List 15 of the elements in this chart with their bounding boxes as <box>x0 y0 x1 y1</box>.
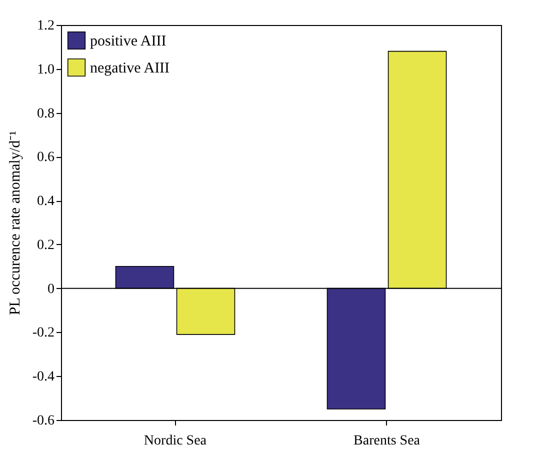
y-tick-label: 0.4 <box>37 194 54 210</box>
legend-label: positive AIII <box>90 34 166 50</box>
x-tick-label: Nordic Sea <box>144 434 208 448</box>
y-tick-label: -0.6 <box>32 414 54 428</box>
y-tick-label: 0.2 <box>37 238 54 253</box>
y-tick-label: 0.6 <box>37 150 54 166</box>
x-tick-label: Barents Sea <box>354 434 421 448</box>
y-tick-label: 1.0 <box>37 62 54 78</box>
y-tick-label: 0 <box>48 282 54 297</box>
y-tick-label: -0.4 <box>32 370 54 385</box>
legend-label: negative AIII <box>90 60 170 76</box>
y-tick-label: -0.2 <box>32 326 54 341</box>
y-axis-title: PL occurence rate anomaly/d⁻¹ <box>7 130 24 316</box>
y-tick-label: 0.8 <box>37 106 54 122</box>
y-tick-label: 1.2 <box>37 18 54 34</box>
